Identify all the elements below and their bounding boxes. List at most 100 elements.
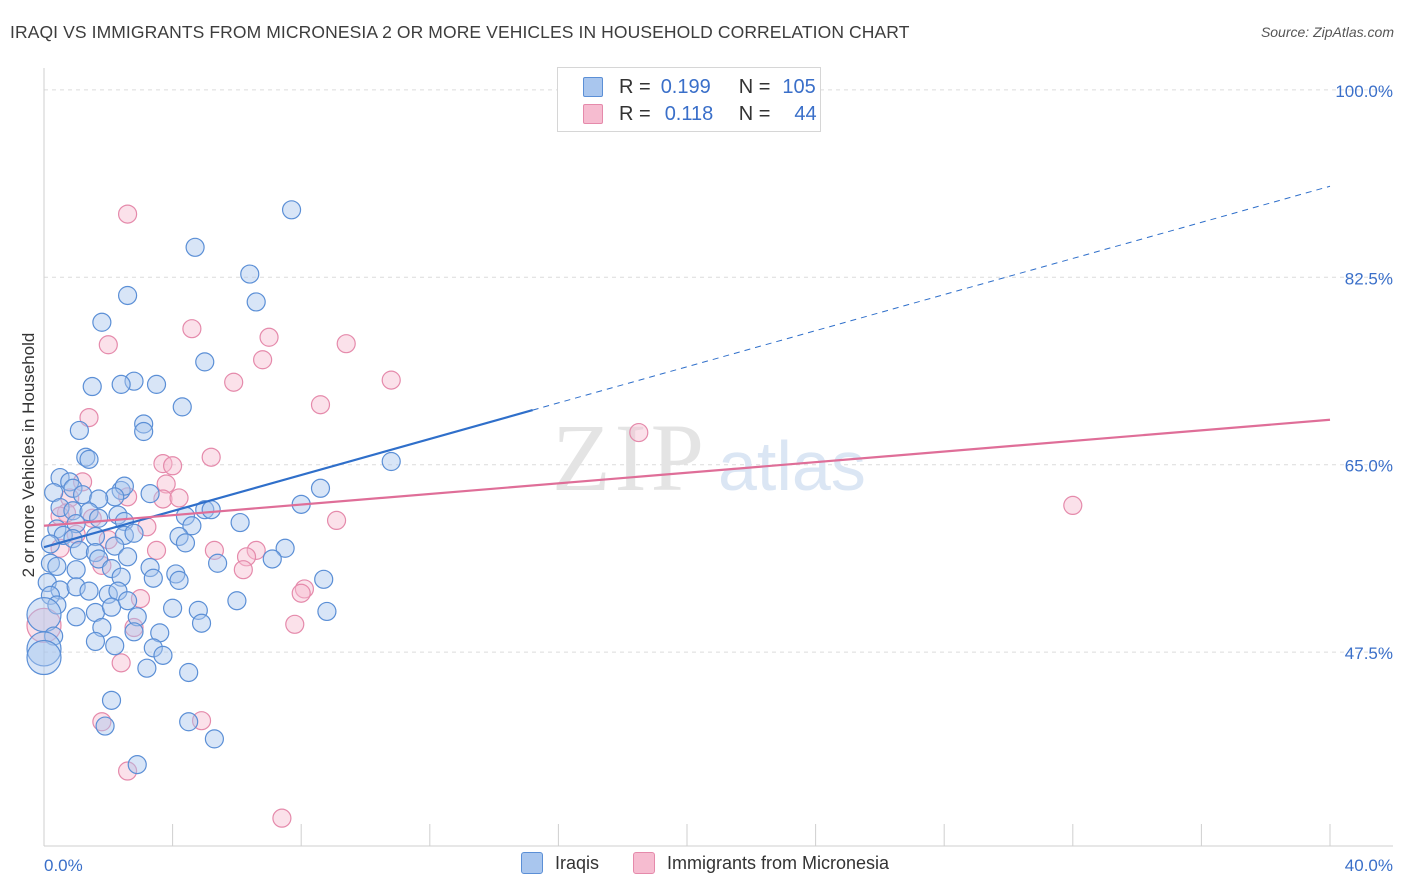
bottom-legend-iraqis: Iraqis [521, 852, 599, 874]
blue-point [182, 516, 202, 536]
blue-point [44, 626, 64, 646]
y-axis-title: 2 or more Vehicles in Household [19, 333, 38, 578]
bottom-swatch-iraqis [521, 852, 543, 874]
blue-point [262, 549, 282, 569]
pink-point [117, 761, 138, 781]
blue-point [381, 451, 401, 472]
legend-row-micronesia: R = 0.118 N = 44 [583, 101, 817, 127]
blue-point [134, 414, 154, 434]
pink-point [117, 204, 138, 224]
blue-trend-line [43, 409, 533, 549]
blue-point [40, 585, 61, 605]
blue-point [47, 556, 67, 577]
blue-trend-extension [532, 185, 1331, 411]
blue-point [66, 560, 86, 580]
pink-point [259, 327, 279, 347]
blue-point [111, 374, 131, 394]
watermark: ZIP atlas [552, 404, 866, 511]
pink-trend-line [43, 418, 1331, 527]
pink-point [201, 447, 221, 467]
blue-point [63, 478, 83, 498]
blue-point [275, 538, 295, 558]
blue-point [179, 662, 199, 683]
chart-title: IRAQI VS IMMIGRANTS FROM MICRONESIA 2 OR… [10, 22, 910, 42]
blue-point [26, 639, 62, 676]
blue-point [105, 487, 125, 507]
pink-point [310, 395, 331, 415]
blue-point [92, 312, 112, 332]
pink-point [163, 456, 183, 476]
trend-lines [43, 185, 1331, 549]
blue-point [66, 577, 86, 597]
watermark-atlas: atlas [718, 427, 866, 505]
blue-point [66, 607, 86, 627]
pink-point [326, 510, 347, 531]
blue-point [246, 292, 266, 312]
pink-point [146, 540, 167, 560]
bottom-legend-label-micronesia: Immigrants from Micronesia [667, 852, 890, 873]
pink-point [1063, 495, 1083, 516]
blue-point [114, 525, 134, 546]
blue-point [124, 622, 144, 642]
legend-n-label: N = [738, 102, 771, 125]
blue-point [50, 580, 70, 600]
blue-series-points [26, 200, 401, 775]
blue-point [314, 569, 334, 589]
blue-point [146, 374, 167, 394]
blue-point [208, 553, 228, 573]
blue-point [76, 447, 96, 467]
blue-point [105, 536, 125, 556]
legend-r-value: 0.199 [660, 75, 711, 98]
bottom-legend-micronesia: Immigrants from Micronesia [633, 852, 889, 874]
blue-point [310, 478, 331, 498]
blue-point [69, 540, 89, 560]
y-tick-label: 100.0% [1335, 82, 1393, 101]
blue-point [26, 597, 62, 633]
pink-point [629, 422, 649, 443]
legend-r-label: R = [619, 75, 651, 98]
blue-point [317, 601, 337, 622]
blue-point [143, 638, 163, 658]
blue-point [191, 613, 212, 633]
source-label: Source: ZipAtlas.com [1260, 24, 1394, 40]
blue-point [227, 591, 247, 611]
blue-point [179, 712, 199, 732]
blue-point [89, 549, 109, 569]
legend-r-value: 0.118 [664, 102, 714, 125]
y-tick-label: 82.5% [1345, 269, 1393, 288]
watermark-zip: ZIP [552, 404, 708, 511]
blue-point [72, 485, 93, 505]
blue-point [105, 636, 125, 656]
blue-point [195, 500, 215, 520]
pink-point [124, 617, 144, 638]
blue-point [230, 512, 250, 533]
blue-point [134, 421, 154, 442]
blue-point [117, 547, 138, 567]
pink-point [224, 372, 244, 392]
legend-swatch-iraqis [583, 77, 603, 97]
blue-point [127, 607, 147, 627]
blue-point [204, 729, 224, 749]
blue-point [47, 595, 67, 615]
blue-point [69, 420, 89, 441]
blue-point [153, 645, 173, 665]
blue-point [124, 523, 144, 543]
x-tick-label: 0.0% [44, 856, 83, 875]
pink-point [253, 350, 273, 370]
blue-point [143, 568, 163, 588]
blue-point [195, 352, 215, 372]
blue-point [172, 397, 192, 417]
pink-point [272, 808, 292, 828]
pink-point [336, 334, 356, 354]
legend-row-iraqis: R = 0.199 N = 105 [583, 74, 816, 100]
y-tick-label: 47.5% [1345, 644, 1393, 663]
blue-point [137, 658, 157, 678]
pink-point [111, 653, 131, 673]
blue-point [281, 200, 302, 220]
legend-n-value: 105 [782, 75, 816, 98]
pink-point [182, 319, 202, 339]
blue-point [163, 598, 183, 618]
pink-point [285, 614, 305, 634]
blue-point [117, 285, 138, 306]
